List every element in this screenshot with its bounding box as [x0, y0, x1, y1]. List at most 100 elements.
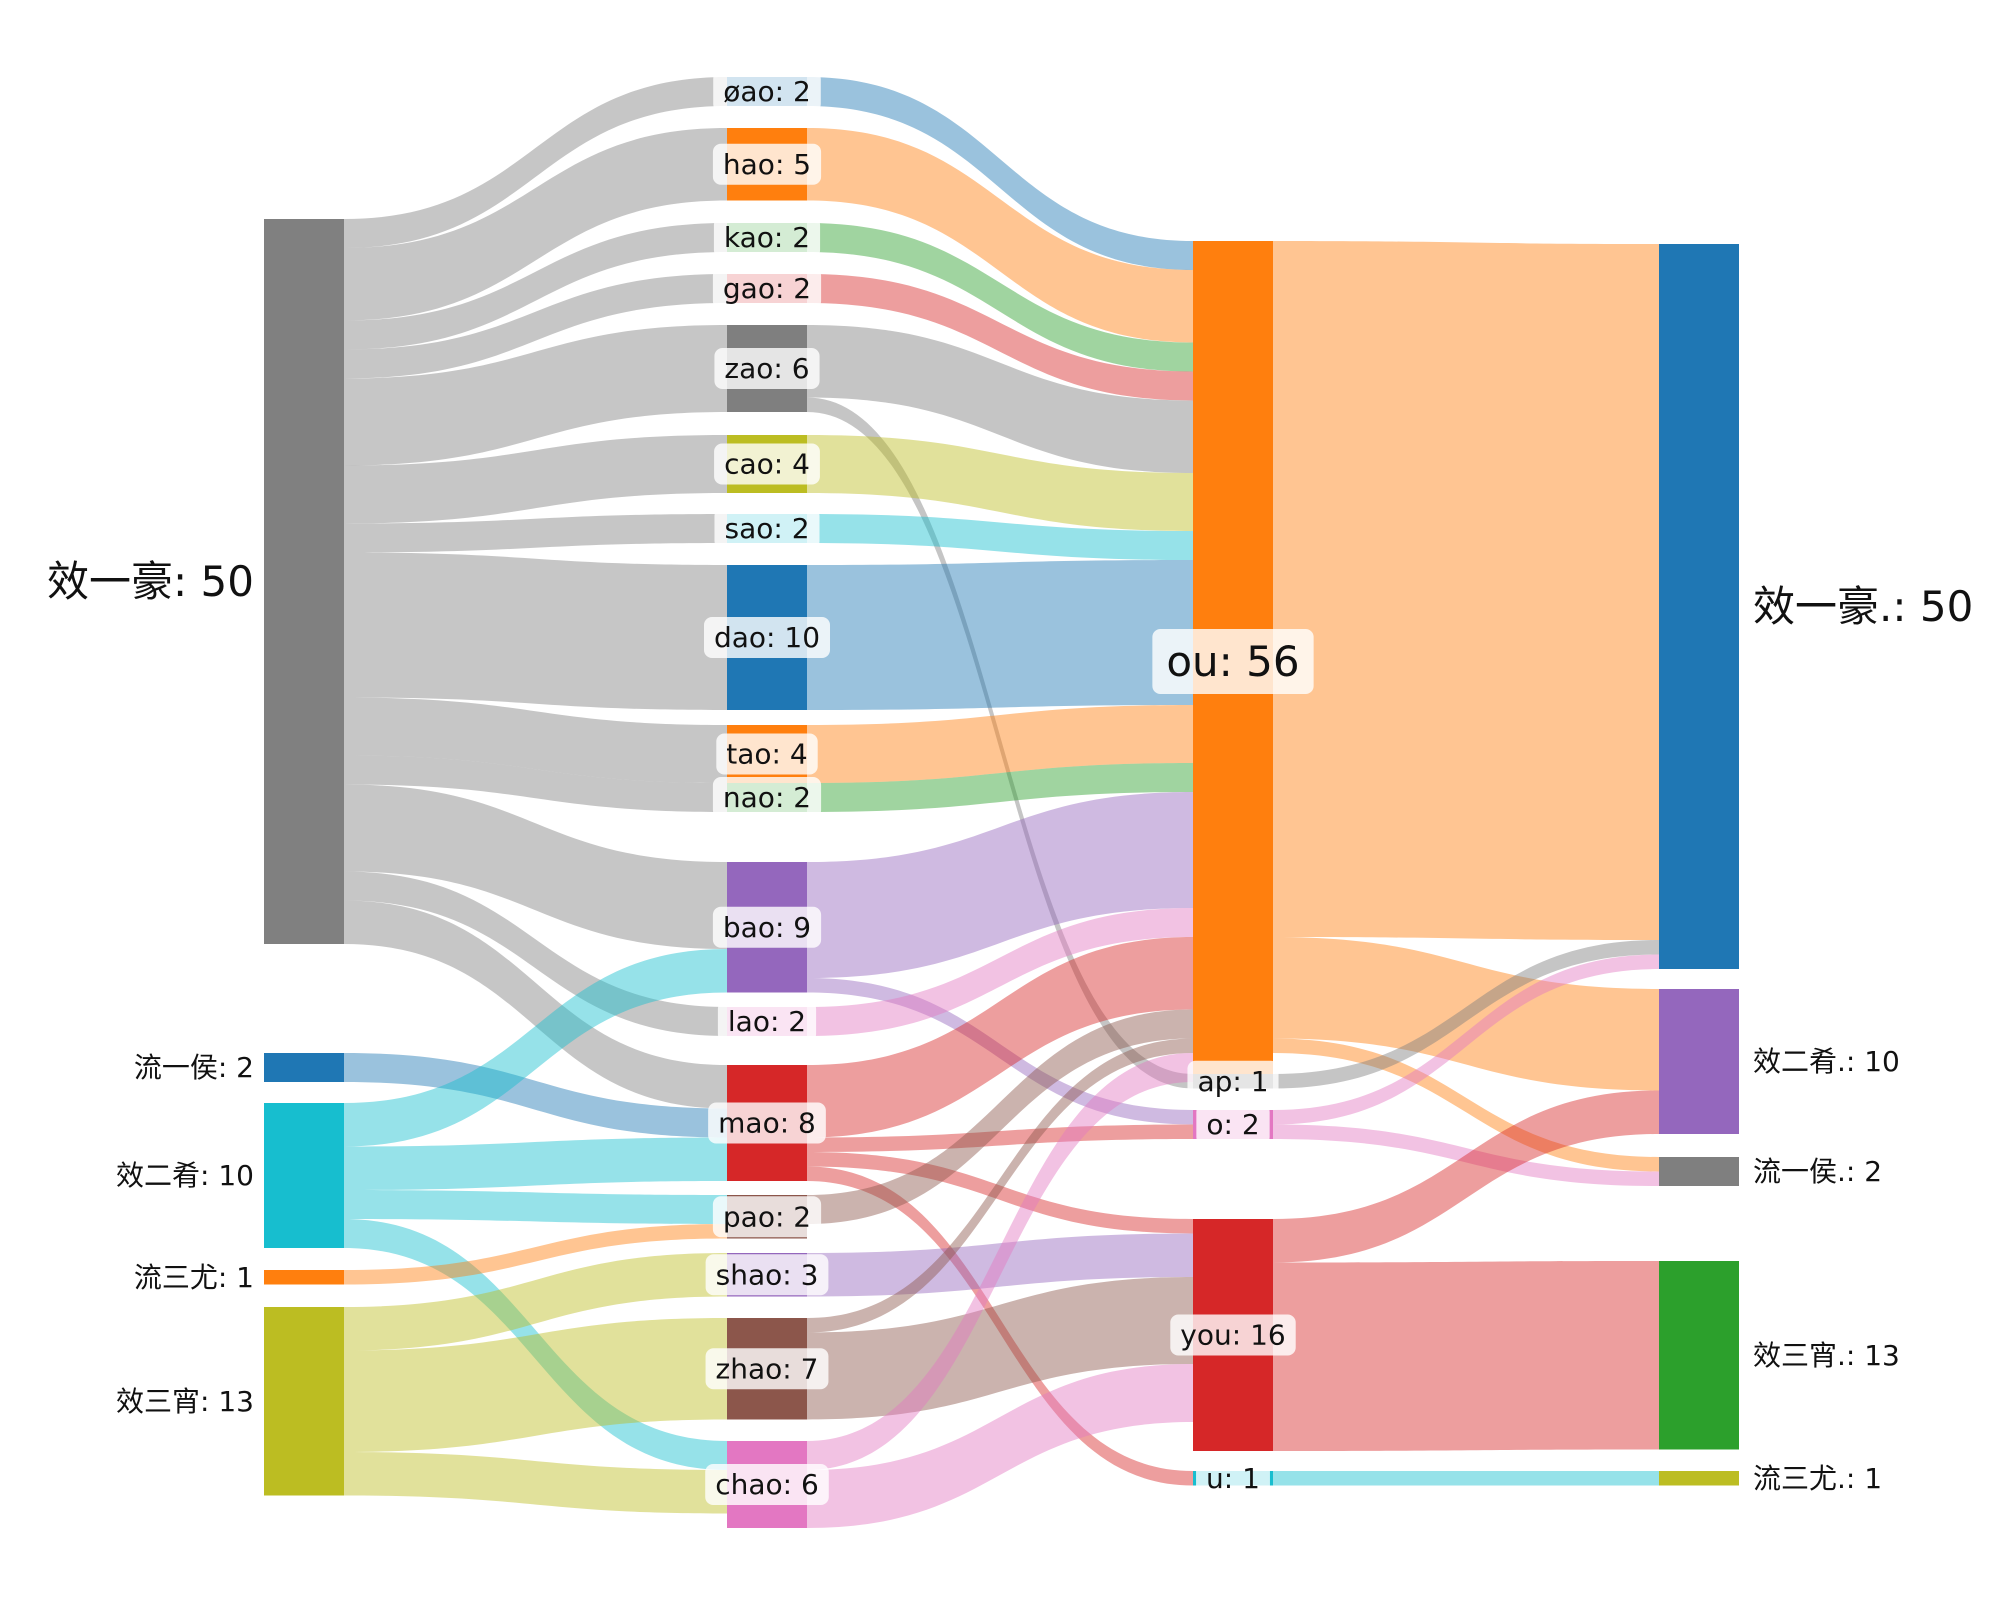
sankey-labels: 效一豪: 50 流一侯: 2 效二肴: 10 流三尤: 1 效三宵: 13 øao: 2 h… [47, 71, 1973, 1505]
link-f-ap-to-r-yihao [1273, 940, 1659, 1089]
link-f-you-to-r-erxiao [1273, 1090, 1659, 1263]
link-f-u-to-r-liuyou [1273, 1471, 1659, 1486]
node-l-erxiao [264, 1103, 344, 1248]
node-label-r-yihao: 效一豪.: 50 [1753, 582, 1973, 631]
link-f-you-to-r-sanxiao [1273, 1261, 1659, 1451]
link-m-0ao-to-f-ou [807, 77, 1193, 270]
node-label-l-sanxiao: 效三宵: 13 [116, 1385, 254, 1418]
node-label-m-cao: cao: 4 [724, 448, 810, 481]
node-label-m-hao: hao: 5 [723, 148, 811, 181]
node-label-m-bao: bao: 9 [723, 911, 811, 944]
node-label-r-erxiao: 效二肴.: 10 [1753, 1045, 1900, 1078]
link-m-mao-to-f-o [807, 1124, 1193, 1152]
node-label-m-zhao: zhao: 7 [716, 1352, 819, 1385]
node-label-m-chao: chao: 6 [715, 1468, 819, 1501]
node-label-l-yihao: 效一豪: 50 [47, 557, 254, 606]
node-label-m-shao: shao: 3 [716, 1258, 819, 1291]
link-l-yihao-to-m-gao [344, 274, 727, 379]
node-label-f-you: you: 16 [1180, 1319, 1285, 1352]
node-label-l-liuhou: 流一侯: 2 [134, 1051, 254, 1084]
node-r-liuyou [1659, 1471, 1739, 1486]
node-r-sanxiao [1659, 1261, 1739, 1450]
link-m-chao-to-f-ou [807, 1053, 1193, 1470]
link-m-mao-to-f-ou [807, 937, 1193, 1138]
link-f-ou-to-r-yihao [1273, 241, 1659, 940]
node-label-m-pao: pao: 2 [723, 1200, 811, 1233]
link-l-yihao-to-m-tao [344, 697, 727, 783]
node-label-m-lao: lao: 2 [728, 1005, 806, 1038]
link-f-o-to-r-yihao [1273, 954, 1659, 1125]
node-label-l-erxiao: 效二肴: 10 [116, 1159, 254, 1192]
node-label-r-liuyou: 流三尤.: 1 [1753, 1462, 1882, 1495]
link-l-erxiao-to-m-pao [344, 1190, 727, 1224]
link-m-nao-to-f-ou [807, 763, 1193, 812]
link-m-cao-to-f-ou [807, 435, 1193, 531]
node-label-box-m-tao [716, 733, 818, 775]
link-m-lao-to-f-ou [807, 908, 1193, 1036]
node-label-m-kao: kao: 2 [724, 221, 810, 254]
link-l-yihao-to-m-mao [344, 900, 727, 1109]
node-label-box-m-zhao [705, 1348, 829, 1390]
node-label-box-m-lao [717, 1001, 817, 1042]
node-label-f-u: u: 1 [1206, 1462, 1260, 1495]
link-l-yihao-to-m-dao [344, 552, 727, 710]
link-m-mao-to-f-you [807, 1152, 1193, 1234]
link-m-hao-to-f-ou [807, 128, 1193, 343]
link-f-o-to-r-liuhou [1273, 1124, 1659, 1186]
node-r-yihao [1659, 244, 1739, 969]
link-l-liuyou-to-m-pao [344, 1224, 727, 1285]
link-m-gao-to-f-ou [807, 274, 1193, 401]
node-label-box-m-bao [712, 906, 822, 948]
node-r-liuhou [1659, 1157, 1739, 1186]
node-label-box-m-cao [714, 443, 820, 485]
link-m-tao-to-f-ou [807, 705, 1193, 783]
node-label-box-m-nao [712, 777, 822, 818]
node-label-box-m-pao [712, 1196, 822, 1238]
node-label-box-m-sao [714, 508, 820, 549]
node-label-box-m-zao [714, 348, 820, 389]
link-l-erxiao-to-m-chao [344, 1219, 727, 1470]
node-label-box-f-o [1196, 1104, 1270, 1145]
link-m-bao-to-f-ou [807, 792, 1193, 978]
link-l-yihao-to-m-cao [344, 435, 727, 524]
link-m-pao-to-f-ou [807, 1009, 1193, 1224]
link-l-sanxiao-to-m-shao [344, 1253, 727, 1351]
sankey-links [344, 77, 1659, 1528]
link-m-zhao-to-f-ou [807, 1038, 1193, 1333]
node-label-m-zao: zao: 6 [724, 352, 809, 385]
node-label-l-liuyou: 流三尤: 1 [134, 1261, 254, 1294]
node-label-box-f-you [1170, 1314, 1296, 1356]
link-m-mao-to-f-u [807, 1166, 1193, 1486]
link-m-bao-to-f-o [807, 978, 1193, 1125]
node-label-m-gao: gao: 2 [723, 272, 811, 305]
link-f-ou-to-r-liuhou [1273, 1038, 1659, 1172]
link-m-zhao-to-f-you [807, 1277, 1193, 1420]
node-label-r-sanxiao: 效三宵.: 13 [1753, 1339, 1900, 1372]
link-m-kao-to-f-ou [807, 223, 1193, 372]
link-m-zao-to-f-ou [807, 325, 1193, 473]
node-label-m-tao: tao: 4 [726, 738, 807, 771]
node-l-liuyou [264, 1270, 344, 1285]
node-label-r-liuhou: 流一侯.: 2 [1753, 1155, 1882, 1188]
node-label-box-m-shao [705, 1254, 829, 1296]
node-label-box-m-hao [712, 143, 822, 185]
node-label-box-m-0ao [713, 71, 821, 112]
link-m-dao-to-f-ou [807, 560, 1193, 710]
node-label-m-sao: sao: 2 [724, 512, 809, 545]
link-l-yihao-to-m-bao [344, 784, 727, 949]
node-label-box-f-u [1196, 1457, 1270, 1499]
link-m-shao-to-f-you [807, 1233, 1193, 1297]
link-m-sao-to-f-ou [807, 514, 1193, 560]
link-l-erxiao-to-m-mao [344, 1137, 727, 1190]
node-label-box-f-ou [1152, 629, 1314, 694]
link-l-yihao-to-m-kao [344, 223, 727, 350]
node-label-box-m-kao [713, 217, 821, 258]
node-label-box-m-gao [712, 268, 822, 309]
link-f-ou-to-r-erxiao [1273, 937, 1659, 1091]
node-label-f-o: o: 2 [1206, 1108, 1259, 1141]
node-l-yihao [264, 219, 344, 944]
link-l-yihao-to-m-0ao [344, 77, 727, 248]
node-label-m-mao: mao: 8 [718, 1107, 816, 1140]
link-m-chao-to-f-you [807, 1364, 1193, 1528]
